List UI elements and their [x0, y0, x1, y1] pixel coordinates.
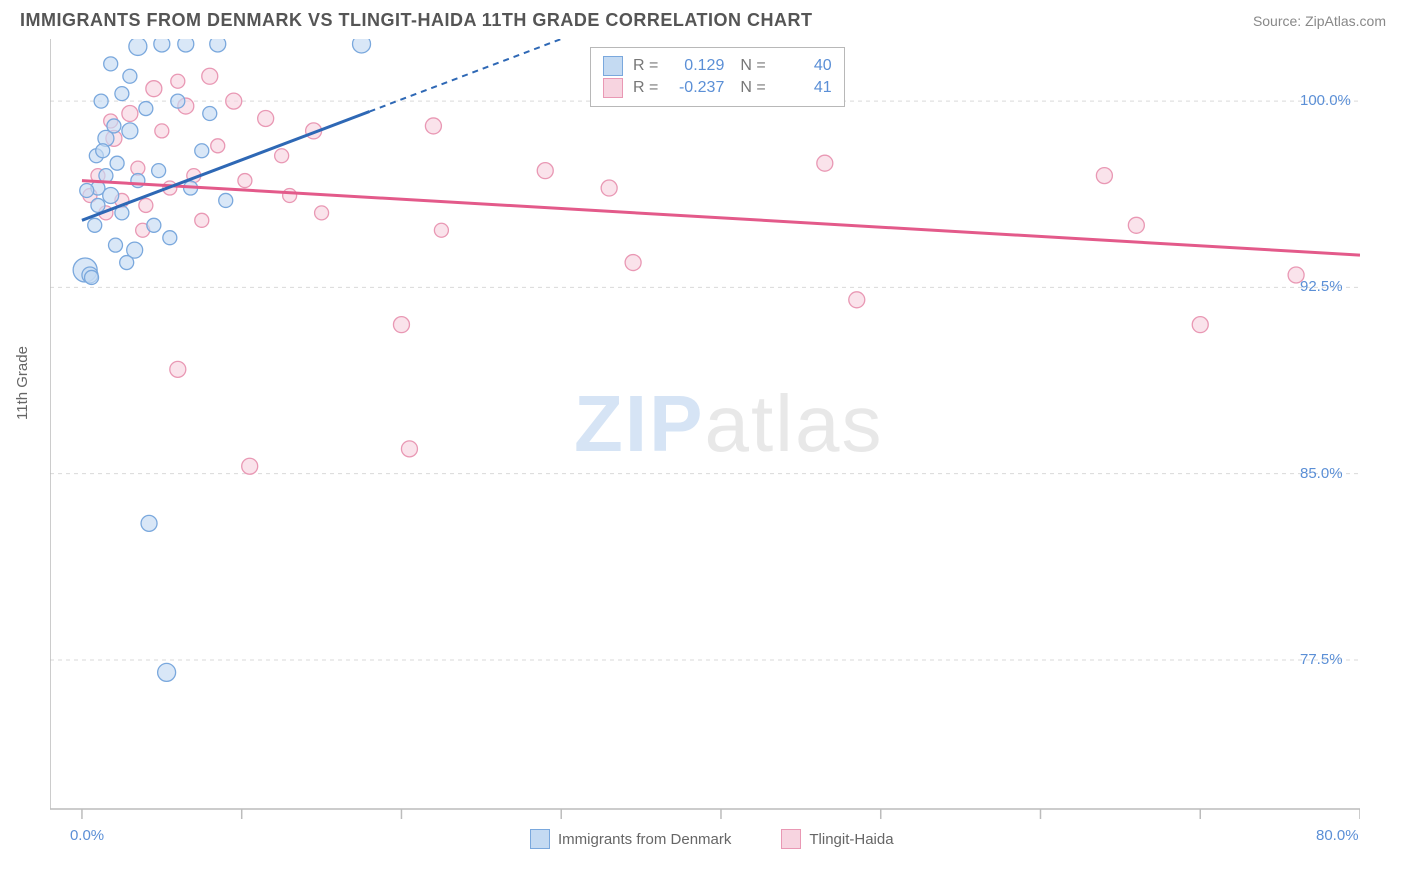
legend-label-denmark: Immigrants from Denmark: [558, 831, 731, 848]
y-tick-label: 85.0%: [1300, 465, 1343, 482]
n-label: N =: [740, 57, 765, 75]
stats-row-tlingit: R = -0.237 N = 41: [603, 78, 832, 98]
r-label: R =: [633, 79, 658, 97]
source-label: Source: ZipAtlas.com: [1253, 13, 1386, 29]
y-tick-label: 92.5%: [1300, 278, 1343, 295]
legend-label-tlingit: Tlingit-Haida: [809, 831, 893, 848]
chart-area: ZIPatlas R = 0.129 N = 40 R = -0.237 N =…: [50, 39, 1406, 854]
bottom-legend: Immigrants from Denmark Tlingit-Haida: [530, 829, 894, 849]
r-value-tlingit: -0.237: [668, 79, 724, 97]
n-label: N =: [740, 79, 765, 97]
y-axis-label: 11th Grade: [14, 346, 31, 420]
swatch-denmark-icon: [603, 56, 623, 76]
stats-legend: R = 0.129 N = 40 R = -0.237 N = 41: [590, 47, 845, 107]
swatch-tlingit-icon: [781, 829, 801, 849]
scatter-chart-svg: [50, 39, 1360, 849]
n-value-tlingit: 41: [776, 79, 832, 97]
y-tick-label: 100.0%: [1300, 92, 1351, 109]
legend-item-denmark: Immigrants from Denmark: [530, 829, 731, 849]
stats-row-denmark: R = 0.129 N = 40: [603, 56, 832, 76]
r-label: R =: [633, 57, 658, 75]
n-value-denmark: 40: [776, 57, 832, 75]
r-value-denmark: 0.129: [668, 57, 724, 75]
legend-item-tlingit: Tlingit-Haida: [781, 829, 893, 849]
swatch-tlingit-icon: [603, 78, 623, 98]
y-tick-label: 77.5%: [1300, 651, 1343, 668]
title-bar: IMMIGRANTS FROM DENMARK VS TLINGIT-HAIDA…: [0, 0, 1406, 37]
chart-title: IMMIGRANTS FROM DENMARK VS TLINGIT-HAIDA…: [20, 10, 813, 31]
x-tick-left: 0.0%: [70, 827, 104, 844]
swatch-denmark-icon: [530, 829, 550, 849]
x-tick-right: 80.0%: [1316, 827, 1359, 844]
